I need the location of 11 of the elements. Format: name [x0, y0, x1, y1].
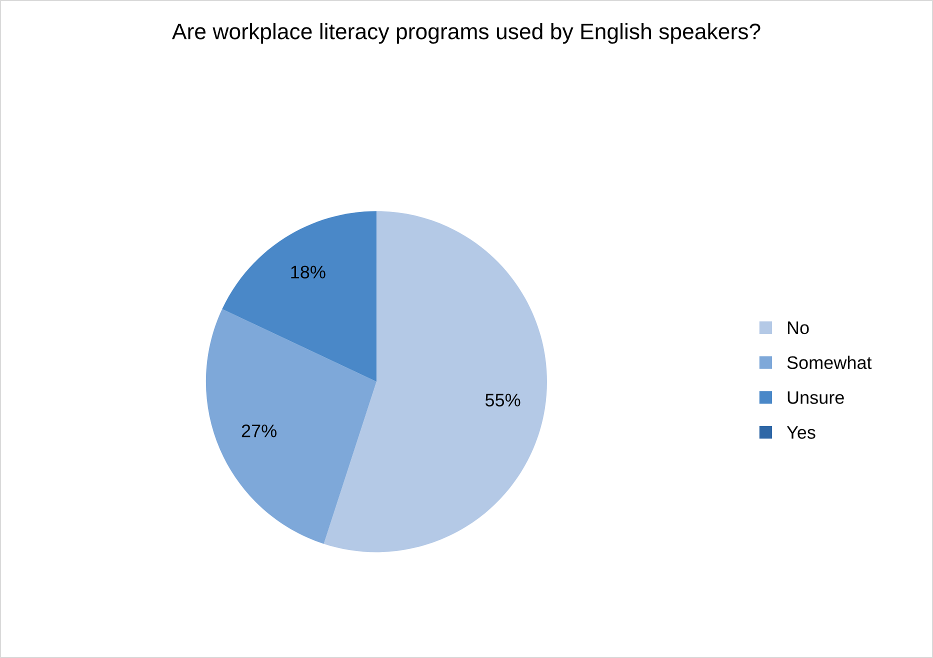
data-label: 27%: [242, 424, 276, 438]
pie-slice: [324, 211, 548, 552]
legend-label: Yes: [786, 426, 816, 439]
pie-slice: [222, 211, 376, 382]
data-label: 18%: [291, 266, 326, 278]
legend-label: Unsure: [788, 391, 844, 404]
data-label: 55%: [485, 394, 520, 406]
chart-title: Are workplace literacy programs used by English speakers?: [172, 23, 760, 44]
pie-slice: [206, 309, 376, 544]
legend-label: No: [788, 322, 809, 334]
legend-label: Somewhat: [787, 356, 872, 370]
